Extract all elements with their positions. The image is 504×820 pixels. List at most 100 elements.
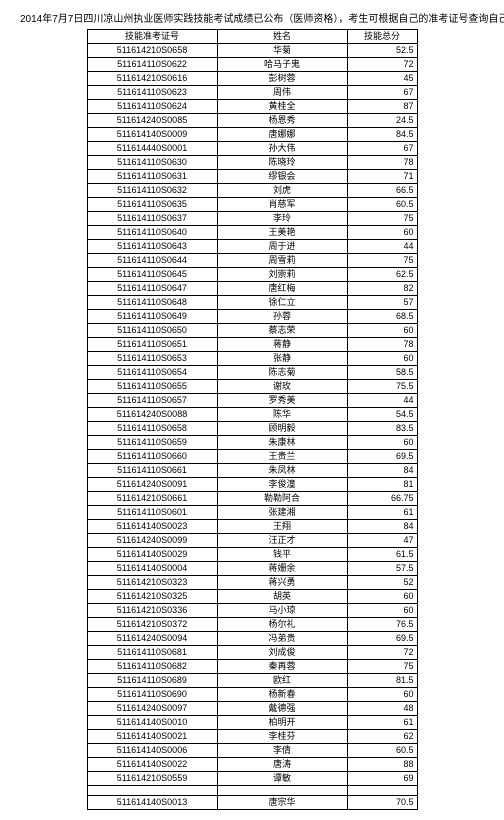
- cell-score: 88: [347, 758, 417, 772]
- table-row: 511614240S0097戴德强48: [87, 702, 417, 716]
- cell-exam-id: 511614110S0623: [87, 86, 217, 100]
- cell-exam-id: 511614210S0616: [87, 72, 217, 86]
- cell-score: 84: [347, 464, 417, 478]
- cell-score: 84: [347, 520, 417, 534]
- cell-name: 张静: [217, 352, 347, 366]
- table-row: 511614240S0091李俊潼81: [87, 478, 417, 492]
- cell-name: 柏明开: [217, 716, 347, 730]
- cell-exam-id: 511614110S0661: [87, 464, 217, 478]
- table-row: 511614140S0022唐涛88: [87, 758, 417, 772]
- cell-score: 60.5: [347, 198, 417, 212]
- cell-exam-id: 511614110S0690: [87, 688, 217, 702]
- cell-name: 王翔: [217, 520, 347, 534]
- cell-score: 60: [347, 436, 417, 450]
- cell-score: 44: [347, 394, 417, 408]
- cell-exam-id: 511614110S0682: [87, 660, 217, 674]
- cell-name: 钱平: [217, 548, 347, 562]
- cell-name: 王美艳: [217, 226, 347, 240]
- cell-score: 84.5: [347, 128, 417, 142]
- cell-score: 70.5: [347, 796, 417, 810]
- cell-name: 蔡志荣: [217, 324, 347, 338]
- cell-name: 蒋静: [217, 338, 347, 352]
- cell-name: 蒋兴勇: [217, 576, 347, 590]
- cell-name: 肖慈军: [217, 198, 347, 212]
- table-row: 511614210S0661勒勒阿合66.75: [87, 492, 417, 506]
- cell-exam-id: 511614110S0643: [87, 240, 217, 254]
- cell-name: 戴德强: [217, 702, 347, 716]
- cell-name: 杨恩秀: [217, 114, 347, 128]
- cell-name: 王贵兰: [217, 450, 347, 464]
- table-row: 511614110S0649孙蓉68.5: [87, 310, 417, 324]
- table-row: 511614110S0657罗秀美44: [87, 394, 417, 408]
- cell-score: 60: [347, 590, 417, 604]
- cell-exam-id: 511614210S0559: [87, 772, 217, 786]
- cell-exam-id: 511614140S0010: [87, 716, 217, 730]
- cell-score: 60: [347, 324, 417, 338]
- cell-exam-id: 511614240S0099: [87, 534, 217, 548]
- cell-score: 75: [347, 212, 417, 226]
- cell-score: 66.75: [347, 492, 417, 506]
- cell-score: 66.5: [347, 184, 417, 198]
- cell-name: 李玲: [217, 212, 347, 226]
- cell-exam-id: 511614110S0689: [87, 674, 217, 688]
- cell-exam-id: 511614210S0661: [87, 492, 217, 506]
- cell-score: 76.5: [347, 618, 417, 632]
- table-row: 511614110S0654陈志菊58.5: [87, 366, 417, 380]
- table-row: 511614140S0010柏明开61: [87, 716, 417, 730]
- table-row: 511614110S0623周伟67: [87, 86, 417, 100]
- table-row: 511614110S0689欧红81.5: [87, 674, 417, 688]
- cell-exam-id: 511614240S0097: [87, 702, 217, 716]
- cell-exam-id: 511614110S0681: [87, 646, 217, 660]
- table-row: 511614210S0336马小琼60: [87, 604, 417, 618]
- cell-exam-id: 511614110S0649: [87, 310, 217, 324]
- table-row: 511614210S0559谭敏69: [87, 772, 417, 786]
- cell-exam-id: 511614240S0088: [87, 408, 217, 422]
- cell-exam-id: 511614110S0653: [87, 352, 217, 366]
- cell-name: 朱凤林: [217, 464, 347, 478]
- cell-name: 周雪莉: [217, 254, 347, 268]
- cell-score: 62: [347, 730, 417, 744]
- table-row: 511614110S0643周于进44: [87, 240, 417, 254]
- cell-score: 68.5: [347, 310, 417, 324]
- cell-score: 75.5: [347, 380, 417, 394]
- cell-name: 李俊潼: [217, 478, 347, 492]
- cell-name: 杨新春: [217, 688, 347, 702]
- cell-score: 57.5: [347, 562, 417, 576]
- cell-exam-id: 511614110S0658: [87, 422, 217, 436]
- cell-name: 陈华: [217, 408, 347, 422]
- cell-name: 冯弟贵: [217, 632, 347, 646]
- cell-score: 72: [347, 646, 417, 660]
- cell-name: 刘成俊: [217, 646, 347, 660]
- cell-score: 61: [347, 506, 417, 520]
- cell-name: 罗秀美: [217, 394, 347, 408]
- cell-score: 81: [347, 478, 417, 492]
- cell-score: 69.5: [347, 450, 417, 464]
- table-row: 511614110S0660王贵兰69.5: [87, 450, 417, 464]
- cell-exam-id: 511614110S0645: [87, 268, 217, 282]
- table-row: 511614210S0658华菊52.5: [87, 44, 417, 58]
- cell-exam-id: 511614140S0006: [87, 744, 217, 758]
- cell-score: 61: [347, 716, 417, 730]
- cell-exam-id: 511614110S0660: [87, 450, 217, 464]
- cell-exam-id: 511614110S0632: [87, 184, 217, 198]
- cell-score: 75: [347, 254, 417, 268]
- cell-name: 马小琼: [217, 604, 347, 618]
- header-exam-id: 技能准考证号: [87, 30, 217, 44]
- score-table: 技能准考证号 姓名 技能总分 511614210S0658华菊52.551161…: [87, 29, 418, 810]
- table-row: 511614110S0624黄桂全87: [87, 100, 417, 114]
- table-row: 511614110S0651蒋静78: [87, 338, 417, 352]
- cell-exam-id: 511614110S0651: [87, 338, 217, 352]
- table-row: 511614110S0648徐仁立57: [87, 296, 417, 310]
- cell-exam-id: 511614140S0022: [87, 758, 217, 772]
- cell-exam-id: 511614110S0657: [87, 394, 217, 408]
- cell-exam-id: 511614110S0659: [87, 436, 217, 450]
- cell-exam-id: 511614140S0029: [87, 548, 217, 562]
- table-row: 511614110S0653张静60: [87, 352, 417, 366]
- cell-score: 62.5: [347, 268, 417, 282]
- table-row: 511614240S0085杨恩秀24.5: [87, 114, 417, 128]
- table-row: 511614110S0682秦再蓉75: [87, 660, 417, 674]
- table-row: 511614210S0616彭树蓉45: [87, 72, 417, 86]
- cell-exam-id: 511614110S0624: [87, 100, 217, 114]
- cell-exam-id: 511614210S0325: [87, 590, 217, 604]
- table-row: 511614110S0659朱康林60: [87, 436, 417, 450]
